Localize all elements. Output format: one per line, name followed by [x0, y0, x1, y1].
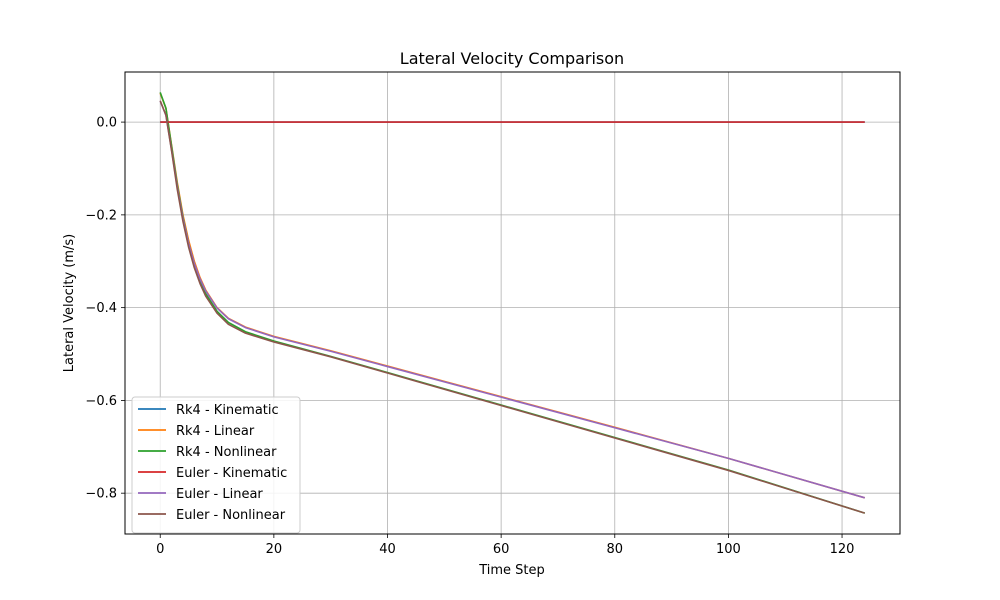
series-lines — [159, 92, 866, 514]
x-axis-title: Time Step — [478, 563, 545, 578]
x-tick-label: 60 — [493, 542, 510, 557]
series-line-6 — [159, 100, 866, 514]
x-tick-label: 120 — [830, 542, 855, 557]
x-tick-label: 100 — [716, 542, 741, 557]
y-tick-label: −0.2 — [85, 208, 117, 223]
axis-ticks: 0 20 40 60 80 100 120 0.0 −0.2 −0.4 −0.6 −0.8 — [85, 116, 854, 557]
y-tick-label: 0.0 — [96, 116, 117, 131]
legend-box — [131, 396, 301, 534]
legend-label: Rk4 - Nonlinear — [176, 445, 277, 460]
y-tick-label: −0.6 — [85, 394, 117, 409]
y-axis-title: Lateral Velocity (m/s) — [62, 234, 77, 372]
legend-label: Rk4 - Linear — [176, 424, 255, 439]
chart-title: Lateral Velocity Comparison — [400, 49, 624, 68]
y-tick-label: −0.8 — [85, 487, 117, 502]
plot-area-frame — [124, 71, 901, 535]
x-tick-label: 20 — [266, 542, 283, 557]
legend-label: Euler - Nonlinear — [176, 508, 286, 523]
x-tick-label: 40 — [379, 542, 396, 557]
legend-label: Rk4 - Kinematic — [176, 403, 279, 418]
x-tick-label: 80 — [606, 542, 623, 557]
x-tick-label: 0 — [156, 542, 164, 557]
y-tick-label: −0.4 — [85, 301, 117, 316]
legend-label: Euler - Kinematic — [176, 466, 287, 481]
legend-label: Euler - Linear — [176, 487, 263, 502]
legend: Rk4 - Kinematic Rk4 - Linear Rk4 - Nonline… — [131, 396, 301, 534]
